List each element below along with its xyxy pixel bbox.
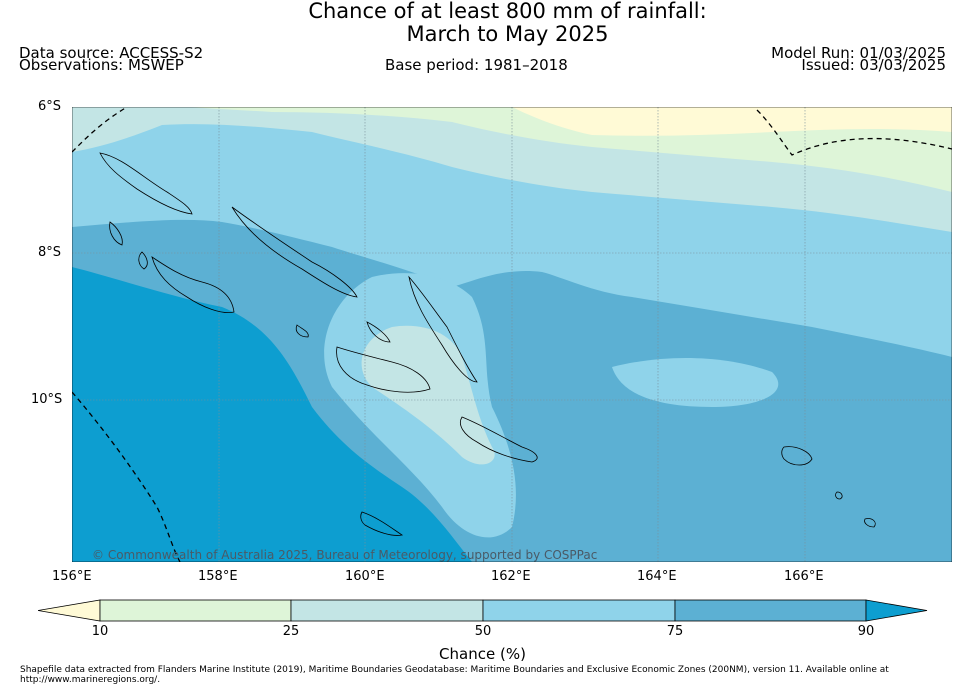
band-over-90-west (72, 267, 472, 562)
colorbar-segment-50-75 (482, 599, 676, 622)
copyright-text: © Commonwealth of Australia 2025, Bureau… (92, 548, 598, 562)
colorbar-label: Chance (%) (439, 645, 526, 663)
colorbar-segment-over-90 (865, 599, 928, 622)
band-25-50-center (361, 325, 495, 465)
eez-boundaries (72, 107, 952, 562)
data-source-text: Data source: ACCESS-S2 (19, 44, 204, 62)
graticule (72, 107, 952, 562)
colorbar-tick: 25 (282, 624, 300, 639)
base-period-text: Base period: 1981–2018 (385, 56, 568, 74)
colorbar-tick: 10 (91, 624, 109, 639)
lon-label: 156°E (52, 569, 92, 584)
colorbar-segment-10-25 (99, 599, 292, 622)
colorbar-segment-under-10 (38, 599, 101, 622)
colorbar-segment-75-90 (674, 599, 867, 622)
shapefile-credit: Shapefile data extracted from Flanders M… (20, 665, 889, 685)
lon-label: 164°E (637, 569, 677, 584)
observations-text: Observations: MSWEP (19, 56, 184, 74)
issued-text: Issued: 03/03/2025 (801, 56, 946, 74)
lat-label: 10°S (31, 392, 63, 407)
lat-label: 8°S (38, 245, 62, 260)
lon-label: 158°E (198, 569, 238, 584)
colorbar (38, 599, 928, 622)
lon-label: 166°E (784, 569, 824, 584)
title-line-2: March to May 2025 (406, 22, 609, 46)
band-under-10 (512, 107, 952, 136)
colorbar-tick: 90 (857, 624, 875, 639)
lat-label: 6°S (38, 99, 62, 114)
map-title: Chance of at least 800 mm of rainfall: M… (0, 0, 965, 46)
colorbar-segment-25-50 (290, 599, 484, 622)
colorbar-tick: 75 (666, 624, 684, 639)
lon-label: 162°E (491, 569, 531, 584)
islands (99, 152, 876, 536)
band-50-75-east-patch (612, 357, 779, 407)
lon-label: 160°E (345, 569, 385, 584)
rainfall-map (72, 107, 952, 562)
model-run-text: Model Run: 01/03/2025 (771, 44, 946, 62)
colorbar-tick: 50 (474, 624, 492, 639)
title-line-1: Chance of at least 800 mm of rainfall: (308, 0, 707, 23)
